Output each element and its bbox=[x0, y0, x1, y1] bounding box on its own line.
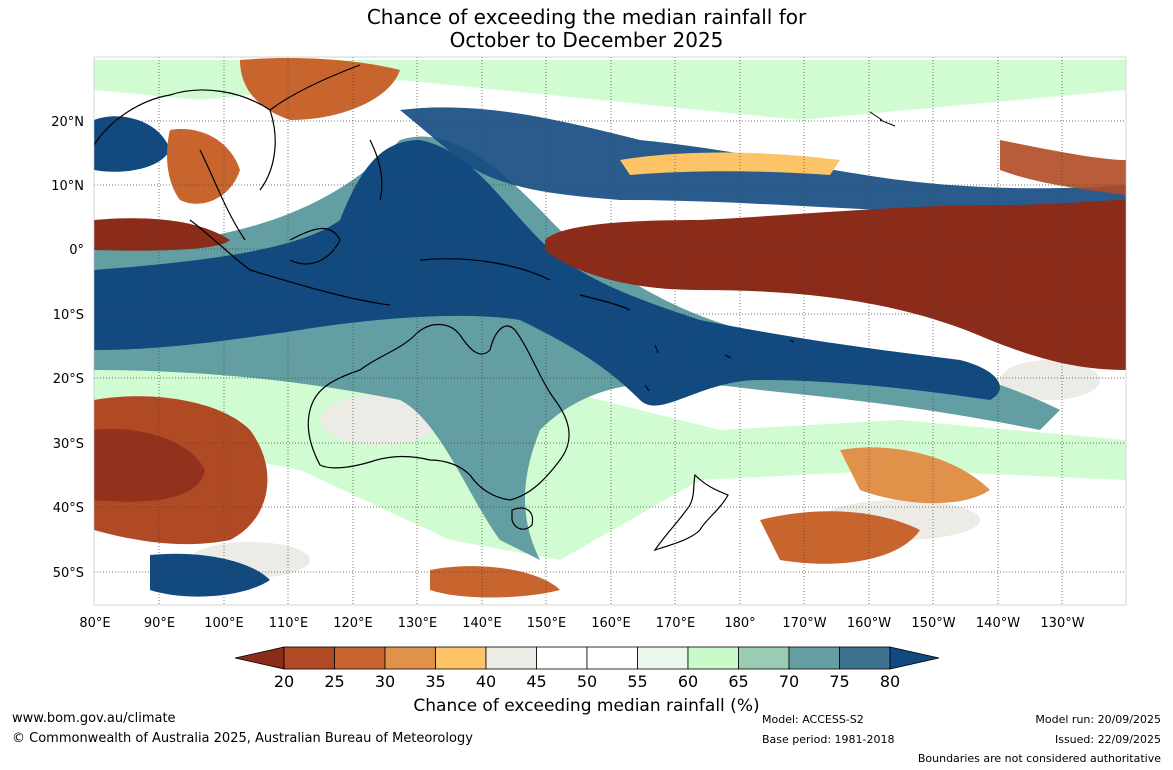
longitude-label: 160°W bbox=[847, 616, 891, 631]
bengal-blue bbox=[94, 116, 170, 172]
southern-ocean-dry bbox=[430, 566, 560, 598]
longitude-label: 130°E bbox=[398, 616, 438, 631]
longitude-label: 180° bbox=[724, 616, 755, 631]
colorbar-low-arrow bbox=[234, 646, 285, 670]
longitude-labels: 80°E 90°E 100°E 110°E 120°E 130°E 140°E 150°E 16… bbox=[79, 616, 1084, 631]
colorbar-cell bbox=[435, 646, 487, 670]
colorbar-cell bbox=[788, 646, 840, 670]
colorbar-cell bbox=[687, 646, 739, 670]
colorbar-tick-label: 75 bbox=[829, 672, 849, 691]
model-label: Model: ACCESS-S2 bbox=[762, 713, 864, 726]
colorbar-cell bbox=[334, 646, 386, 670]
latitude-labels: 20°N 10°N 0° 10°S 20°S 30°S 40°S 50°S bbox=[51, 115, 84, 581]
longitude-label: 100°E bbox=[204, 616, 244, 631]
southern-indian-dry-inner bbox=[94, 429, 205, 502]
longitude-label: 120°E bbox=[333, 616, 373, 631]
latitude-label: 30°S bbox=[53, 437, 84, 452]
colorbar-cell bbox=[637, 646, 689, 670]
latitude-label: 50°S bbox=[53, 566, 84, 581]
tasman-dry-region bbox=[760, 511, 920, 564]
model-run-label: Model run: 20/09/2025 bbox=[1035, 713, 1161, 726]
maritime-continent-wet-region bbox=[94, 140, 1000, 406]
colorbar-cells bbox=[234, 646, 940, 670]
longitude-label: 90°E bbox=[144, 616, 175, 631]
longitude-label: 110°E bbox=[269, 616, 309, 631]
longitude-label: 80°E bbox=[79, 616, 110, 631]
asia-dry-region bbox=[240, 58, 400, 120]
longitude-label: 140°W bbox=[976, 616, 1020, 631]
latitude-label: 20°N bbox=[51, 115, 84, 130]
longitude-label: 130°W bbox=[1040, 616, 1084, 631]
base-period-label: Base period: 1981-2018 bbox=[762, 733, 895, 746]
latitude-label: 0° bbox=[69, 243, 84, 258]
colorbar-cell bbox=[384, 646, 436, 670]
asia-coastline bbox=[94, 64, 361, 241]
tasmania-coastline bbox=[511, 507, 534, 530]
colorbar: 20 25 30 35 40 45 50 55 60 65 70 75 80 bbox=[234, 646, 940, 691]
pacific-south-dry bbox=[840, 447, 990, 504]
longitude-label: 140°E bbox=[462, 616, 502, 631]
longitude-label: 160°E bbox=[591, 616, 631, 631]
colorbar-title: Chance of exceeding median rainfall (%) bbox=[413, 696, 760, 716]
website-link[interactable]: www.bom.gov.au/climate bbox=[12, 711, 176, 726]
rainfall-map: 20°N 10°N 0° 10°S 20°S 30°S 40°S 50°S 80°E 90°E 1… bbox=[51, 56, 1127, 631]
longitude-label: 150°W bbox=[911, 616, 955, 631]
colorbar-tick-label: 80 bbox=[880, 672, 900, 691]
latitude-label: 10°S bbox=[53, 308, 84, 323]
indochina-dry-region bbox=[167, 129, 240, 204]
colorbar-cell bbox=[738, 646, 790, 670]
issued-label: Issued: 22/09/2025 bbox=[1054, 733, 1161, 746]
colorbar-tick-label: 20 bbox=[274, 672, 294, 691]
colorbar-cell bbox=[485, 646, 537, 670]
disclaimer-text: Boundaries are not considered authoritat… bbox=[917, 752, 1161, 765]
longitude-label: 170°W bbox=[782, 616, 826, 631]
equatorial-pacific-dry-region bbox=[545, 200, 1126, 370]
southern-ocean-wet bbox=[150, 553, 270, 597]
colorbar-cell bbox=[586, 646, 638, 670]
colorbar-tick-label: 65 bbox=[728, 672, 748, 691]
map-title-line-2: October to December 2025 bbox=[449, 28, 724, 52]
colorbar-tick-label: 30 bbox=[375, 672, 395, 691]
colorbar-tick-label: 25 bbox=[324, 672, 344, 691]
colorbar-tick-label: 40 bbox=[476, 672, 496, 691]
colorbar-cell bbox=[839, 646, 891, 670]
map-gridlines bbox=[94, 57, 1126, 605]
australia-coastline bbox=[307, 323, 570, 501]
copyright-text: © Commonwealth of Australia 2025, Austra… bbox=[12, 731, 473, 746]
colorbar-tick-label: 45 bbox=[526, 672, 546, 691]
colorbar-tick-label: 35 bbox=[425, 672, 445, 691]
colorbar-high-arrow bbox=[889, 646, 940, 670]
colorbar-cell bbox=[283, 646, 335, 670]
longitude-label: 150°E bbox=[527, 616, 567, 631]
colorbar-tick-label: 70 bbox=[779, 672, 799, 691]
latitude-label: 10°N bbox=[51, 179, 84, 194]
colorbar-tick-labels: 20 25 30 35 40 45 50 55 60 65 70 75 80 bbox=[274, 672, 900, 691]
colorbar-tick-label: 50 bbox=[577, 672, 597, 691]
colorbar-tick-label: 55 bbox=[627, 672, 647, 691]
colorbar-cell bbox=[536, 646, 588, 670]
pacific-islands bbox=[644, 111, 896, 392]
latitude-label: 20°S bbox=[53, 372, 84, 387]
pacific-dry-fringe bbox=[1000, 140, 1126, 195]
new-zealand-coastline bbox=[653, 473, 729, 552]
colorbar-tick-label: 60 bbox=[678, 672, 698, 691]
sumatra-dry-region bbox=[94, 218, 230, 251]
indonesia-coastline bbox=[189, 139, 631, 311]
latitude-label: 40°S bbox=[53, 501, 84, 516]
longitude-label: 170°E bbox=[656, 616, 696, 631]
pacific-orange-patch bbox=[620, 152, 840, 175]
map-title-line-1: Chance of exceeding the median rainfall … bbox=[366, 5, 807, 29]
